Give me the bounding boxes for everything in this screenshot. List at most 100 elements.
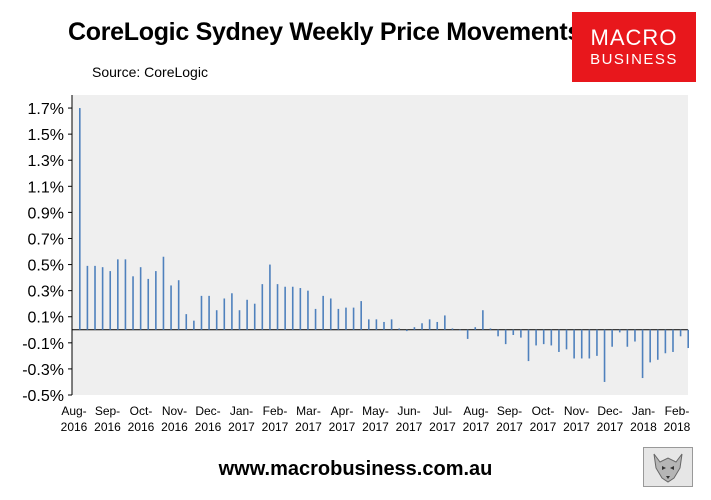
bar	[208, 295, 210, 330]
bar	[390, 319, 393, 330]
bar	[421, 323, 423, 330]
bar	[603, 329, 606, 382]
bar	[618, 329, 621, 333]
x-tick-label-month: Nov-	[564, 404, 589, 418]
bar	[284, 286, 286, 330]
bar	[238, 310, 241, 330]
plot-background	[72, 95, 688, 395]
bar	[558, 329, 560, 352]
y-tick-label: 0.9%	[28, 205, 64, 222]
bar	[596, 329, 598, 356]
x-tick-label-month: Nov-	[162, 404, 187, 418]
bar	[679, 329, 682, 337]
bar	[550, 329, 553, 346]
x-tick-label-month: Aug-	[61, 404, 86, 418]
bar	[109, 271, 112, 330]
bar	[542, 329, 545, 345]
x-tick-label-month: May-	[362, 404, 389, 418]
logo-text-macro: MACRO	[590, 25, 678, 50]
bar	[482, 310, 484, 330]
x-tick-label-year: 2017	[396, 420, 423, 434]
y-tick-label: 1.3%	[28, 153, 64, 170]
x-tick-label-year: 2016	[195, 420, 222, 434]
x-tick-label-year: 2016	[161, 420, 188, 434]
bar	[215, 310, 218, 330]
logo-text-business: BUSINESS	[590, 51, 678, 68]
bar	[193, 320, 195, 330]
chart-source: Source: CoreLogic	[92, 64, 208, 80]
bar	[580, 329, 583, 359]
bar	[466, 329, 469, 339]
x-tick-label-month: Oct-	[130, 404, 153, 418]
x-tick-label-year: 2017	[496, 420, 523, 434]
bar	[269, 264, 271, 330]
y-tick-label: 1.7%	[28, 101, 64, 118]
x-tick-label-month: Dec-	[597, 404, 622, 418]
y-tick-label: 1.5%	[28, 127, 64, 144]
x-tick-label-year: 2017	[228, 420, 255, 434]
bar	[155, 271, 157, 330]
bar	[162, 256, 165, 330]
bar	[86, 265, 89, 330]
bar	[687, 329, 689, 349]
bar	[398, 328, 401, 330]
x-tick-label-month: Aug-	[463, 404, 488, 418]
bar	[79, 108, 81, 330]
bar	[124, 259, 127, 330]
bar	[276, 284, 279, 330]
x-tick-label-year: 2017	[530, 420, 557, 434]
bar	[139, 267, 142, 330]
x-tick-label-year: 2017	[463, 420, 490, 434]
bar	[367, 319, 370, 330]
bar	[200, 295, 203, 330]
bar	[329, 298, 332, 330]
x-tick-label-month: Feb-	[263, 404, 288, 418]
bar	[185, 314, 188, 330]
bar	[611, 329, 613, 347]
x-tick-label-year: 2016	[94, 420, 121, 434]
x-tick-label-year: 2017	[563, 420, 590, 434]
bar	[132, 276, 134, 330]
bar	[299, 288, 302, 330]
bar	[406, 329, 408, 332]
bar	[223, 298, 226, 330]
x-tick-label-year: 2017	[362, 420, 389, 434]
y-tick-label: 0.5%	[28, 258, 64, 275]
x-tick-label-month: Oct-	[532, 404, 555, 418]
bar	[383, 321, 385, 330]
bar	[520, 329, 522, 338]
bar	[177, 280, 180, 330]
bar	[352, 307, 355, 330]
bar	[451, 328, 454, 330]
bar	[360, 301, 362, 330]
y-tick-label: -0.5%	[22, 388, 64, 405]
bar	[588, 329, 591, 359]
y-tick-label: -0.3%	[22, 362, 64, 379]
footer-url: www.macrobusiness.com.au	[218, 458, 493, 480]
y-tick-label: 0.7%	[28, 231, 64, 248]
x-tick-label-month: Sep-	[497, 404, 522, 418]
bar	[444, 315, 446, 330]
y-tick-label: 1.1%	[28, 179, 64, 196]
x-tick-label-year: 2017	[597, 420, 624, 434]
bar	[375, 319, 378, 330]
bar	[231, 293, 233, 330]
x-tick-label-month: Feb-	[665, 404, 690, 418]
x-tick-label-year: 2017	[295, 420, 322, 434]
y-tick-label: -0.1%	[22, 336, 64, 353]
bar	[170, 285, 172, 330]
x-tick-label-month: Jan-	[230, 404, 253, 418]
bar	[565, 329, 568, 350]
y-tick-label: 0.1%	[28, 310, 64, 327]
bar	[512, 329, 515, 335]
y-tick-label: 0.3%	[28, 284, 64, 301]
bar	[436, 321, 439, 330]
bar	[94, 265, 96, 330]
bar	[641, 329, 644, 379]
x-tick-label-month: Apr-	[331, 404, 354, 418]
x-tick-label-month: Mar-	[296, 404, 321, 418]
chart-area: 1.7% 1.5% 1.3% 1.1% 0.9% 0.7% 0.5% 0.3% 0.1% -0.1…	[22, 95, 691, 434]
bar	[656, 329, 659, 360]
x-tick-label-month: Sep-	[95, 404, 120, 418]
bar	[672, 329, 674, 352]
